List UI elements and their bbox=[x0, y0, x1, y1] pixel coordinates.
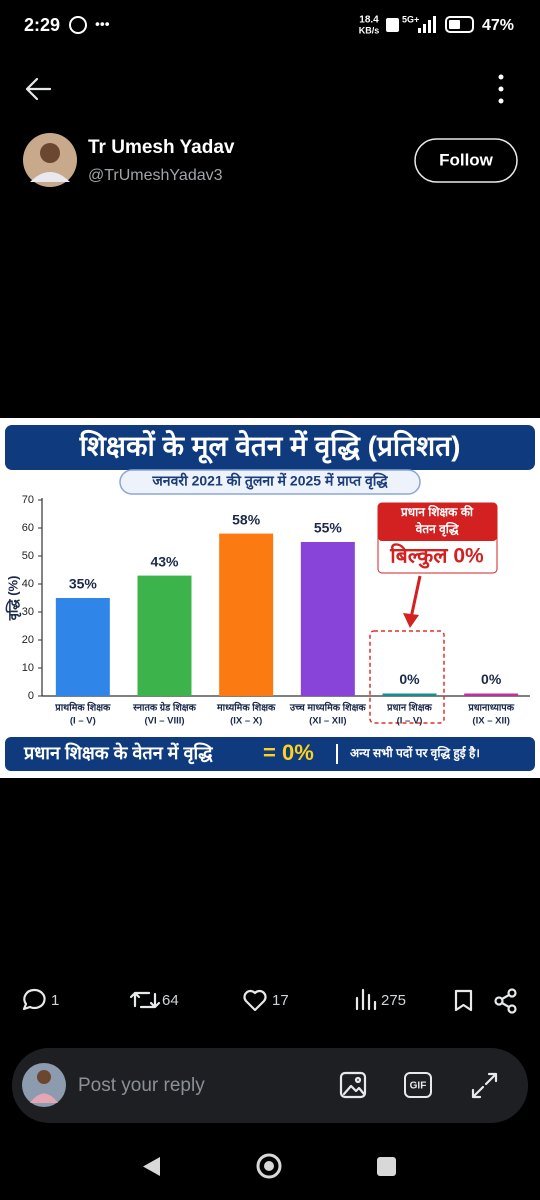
bar bbox=[464, 693, 519, 696]
repost-icon[interactable] bbox=[129, 991, 161, 1009]
author-name[interactable]: Tr Umesh Yadav bbox=[88, 137, 235, 158]
nav-home[interactable] bbox=[256, 1153, 282, 1179]
expand-button[interactable] bbox=[471, 1072, 498, 1099]
bar bbox=[300, 542, 355, 696]
x-tick-label: प्रधानाध्यापक bbox=[467, 703, 514, 714]
footer-banner bbox=[5, 737, 535, 771]
callout-arrowhead bbox=[403, 613, 419, 628]
nav-back[interactable] bbox=[143, 1157, 160, 1176]
whatsapp-icon bbox=[69, 16, 87, 34]
title-banner bbox=[5, 425, 535, 470]
value-label: 55% bbox=[314, 520, 343, 536]
gif-button[interactable] bbox=[404, 1072, 432, 1098]
reply-count[interactable]: 1 bbox=[51, 992, 59, 1009]
y-tick-label: 40 bbox=[22, 578, 34, 590]
footer-text: प्रधान शिक्षक के वेतन में वृद्धि bbox=[23, 742, 213, 765]
follow-label[interactable]: Follow bbox=[439, 150, 494, 169]
chart-title: शिक्षकों के मूल वेतन में वृद्धि (प्रतिशत… bbox=[79, 429, 461, 464]
x-tick-label: (IX – X) bbox=[230, 716, 262, 727]
bar bbox=[137, 575, 192, 696]
footer-note: अन्य सभी पदों पर वृद्धि हुई है। bbox=[350, 746, 480, 762]
x-tick-label: स्नातक ग्रेड शिक्षक bbox=[132, 702, 197, 714]
bar bbox=[55, 598, 110, 696]
reply-box[interactable] bbox=[12, 1048, 528, 1123]
gif-label[interactable]: GIF bbox=[410, 1081, 427, 1092]
value-label: 43% bbox=[150, 553, 179, 569]
value-label: 58% bbox=[232, 511, 261, 527]
view-count[interactable]: 275 bbox=[381, 992, 406, 1009]
y-tick-label: 70 bbox=[22, 494, 34, 506]
avatar-shirt bbox=[30, 172, 70, 182]
avatar-face bbox=[40, 143, 60, 163]
callout-line: प्रधान शिक्षक की bbox=[400, 505, 474, 519]
x-tick-label: (IX – XII) bbox=[472, 716, 509, 727]
back-button[interactable] bbox=[25, 77, 52, 101]
footer-highlight: = 0% bbox=[263, 740, 314, 765]
y-tick-label: 10 bbox=[22, 662, 34, 674]
y-tick-label: 0 bbox=[28, 690, 34, 702]
y-axis-label: वृद्धि (%) bbox=[5, 576, 21, 622]
like-count[interactable]: 17 bbox=[272, 992, 289, 1009]
x-tick-label: माध्यमिक शिक्षक bbox=[216, 702, 276, 714]
reply-placeholder[interactable]: Post your reply bbox=[78, 1075, 205, 1096]
network-speed-unit: KB/s bbox=[359, 25, 380, 35]
repost-count[interactable]: 64 bbox=[162, 992, 179, 1009]
callout-arrow bbox=[409, 575, 422, 619]
y-tick-label: 60 bbox=[22, 522, 34, 534]
x-tick-label: उच्च माध्यमिक शिक्षक bbox=[289, 702, 366, 714]
x-tick-label: (VI – VIII) bbox=[144, 716, 184, 727]
reply-icon[interactable] bbox=[22, 988, 46, 1011]
x-tick-label: (I – V) bbox=[70, 716, 96, 727]
y-tick-label: 20 bbox=[22, 634, 34, 646]
signal-icon bbox=[418, 16, 436, 33]
nav-home-dot bbox=[264, 1161, 274, 1171]
y-tick-label: 50 bbox=[22, 550, 34, 562]
callout-header bbox=[378, 503, 497, 541]
value-label: 0% bbox=[399, 671, 420, 687]
x-tick-label: प्राथमिक शिक्षक bbox=[54, 702, 111, 714]
y-tick-label: 30 bbox=[22, 606, 34, 618]
more-button[interactable] bbox=[498, 74, 504, 104]
status-time: 2:29 bbox=[24, 15, 60, 35]
my-avatar-face bbox=[37, 1070, 51, 1084]
bookmark-icon[interactable] bbox=[454, 989, 473, 1012]
callout-line: वेतन वृद्धि bbox=[415, 522, 459, 537]
like-icon[interactable] bbox=[243, 989, 267, 1012]
my-avatar bbox=[22, 1063, 66, 1107]
chart-subtitle: जनवरी 2021 की तुलना में 2025 में प्राप्त… bbox=[151, 473, 388, 491]
bar bbox=[382, 693, 437, 696]
share-icon[interactable] bbox=[494, 988, 517, 1014]
battery-level bbox=[449, 20, 460, 29]
highlight-box bbox=[369, 630, 445, 724]
status-more: ••• bbox=[95, 16, 110, 32]
x-tick-label: (XI – XII) bbox=[309, 716, 346, 727]
author-handle[interactable]: @TrUmeshYadav3 bbox=[88, 167, 223, 184]
network-speed: 18.4 bbox=[359, 15, 379, 26]
follow-button[interactable] bbox=[414, 138, 518, 183]
x-tick-label: प्रधान शिक्षक bbox=[386, 702, 432, 714]
value-label: 35% bbox=[69, 576, 98, 592]
battery-icon bbox=[445, 16, 474, 33]
nav-recents[interactable] bbox=[377, 1157, 396, 1176]
network-type: 5G+ bbox=[402, 14, 419, 24]
x-tick-label: (I – V) bbox=[397, 716, 423, 727]
image-button[interactable] bbox=[339, 1071, 367, 1099]
callout-highlight: बिल्कुल 0% bbox=[389, 543, 484, 570]
volte-icon bbox=[386, 18, 399, 32]
battery-percent: 47% bbox=[482, 17, 514, 34]
my-avatar-shirt bbox=[30, 1093, 58, 1103]
value-label: 0% bbox=[481, 671, 502, 687]
bar bbox=[219, 533, 274, 696]
views-icon[interactable] bbox=[355, 988, 377, 1011]
post-image[interactable]: शिक्षकों के मूल वेतन में वृद्धि (प्रतिशत… bbox=[0, 418, 540, 778]
subtitle-pill bbox=[119, 469, 421, 495]
